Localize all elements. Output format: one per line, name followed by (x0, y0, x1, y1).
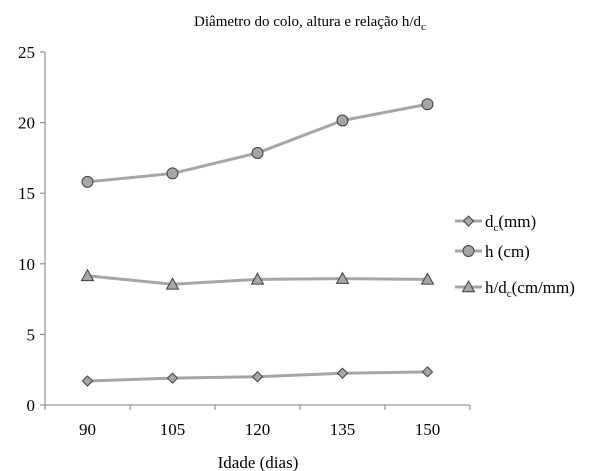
x-ticks: 90 105 120 135 150 (44, 405, 471, 439)
data-point (251, 371, 264, 383)
data-point (81, 175, 94, 188)
legend-swatch-marker (461, 279, 476, 293)
chart-title: Diâmetro do colo, altura e relação h/dc (194, 14, 426, 33)
legend: dc(mm) h (cm) h/dc(cm/mm) (455, 212, 575, 300)
y-ticks: 0 5 10 15 20 25 (18, 43, 45, 415)
x-tick-label: 105 (160, 420, 186, 439)
data-point (420, 272, 435, 285)
legend-item: dc(mm) (455, 212, 536, 234)
series-line (87, 102, 428, 184)
data-point (166, 167, 179, 180)
y-tick-label: 10 (18, 255, 35, 274)
data-point (166, 372, 179, 384)
legend-swatch-marker (462, 245, 475, 257)
chart-title-subscript: c (421, 21, 426, 33)
x-axis-label: Idade (dias) (218, 453, 299, 471)
x-tick-label: 135 (330, 420, 356, 439)
chart-title-main: Diâmetro do colo, altura e relação h/d (194, 14, 421, 30)
series-triangle (80, 268, 435, 290)
axes (44, 52, 470, 406)
series-layer (80, 98, 435, 387)
legend-label: dc(mm) (485, 212, 536, 234)
data-point (251, 146, 264, 159)
data-point (335, 271, 350, 284)
data-point (421, 366, 434, 378)
data-point (336, 367, 349, 379)
x-tick-label: 120 (245, 420, 271, 439)
x-tick-label: 150 (415, 420, 441, 439)
x-tick-label: 90 (79, 420, 96, 439)
y-tick-label: 15 (18, 184, 35, 203)
legend-swatch-marker (462, 215, 475, 227)
legend-label: h (cm) (485, 242, 530, 261)
y-tick-label: 5 (27, 325, 36, 344)
y-tick-label: 20 (18, 114, 35, 133)
data-point (421, 98, 434, 111)
y-tick-label: 25 (18, 43, 35, 62)
series-diamond (81, 366, 434, 387)
data-point (250, 272, 265, 285)
legend-item: h/dc(cm/mm) (455, 278, 575, 300)
data-point (81, 375, 94, 387)
series-circle (81, 98, 434, 188)
data-point (165, 277, 180, 290)
y-tick-label: 0 (27, 396, 36, 415)
data-point (336, 114, 349, 127)
legend-item: h (cm) (455, 242, 530, 261)
legend-label: h/dc(cm/mm) (485, 278, 575, 300)
data-point (80, 268, 95, 282)
